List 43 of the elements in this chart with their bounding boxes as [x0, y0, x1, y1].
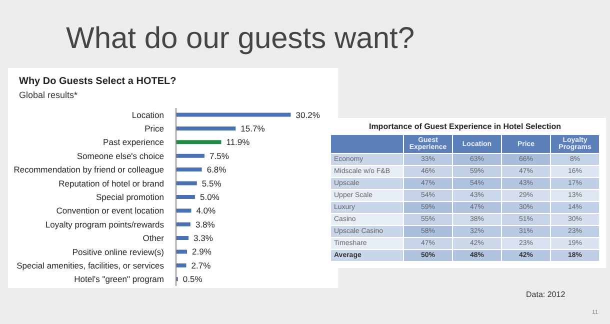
y-tick-label: Past experience [103, 137, 164, 148]
bar [176, 194, 196, 199]
y-tick-label: Location [132, 110, 164, 120]
data-label: 0.5% [182, 274, 203, 284]
bar [176, 112, 291, 117]
y-tick-label: Convention or event location [56, 206, 164, 216]
chart-title: Importance of Guest Experience in Hotel Selection [368, 122, 562, 131]
data-label: 11.9% [226, 137, 250, 148]
bar [176, 250, 188, 254]
text: Data: 2012 [526, 290, 566, 299]
chart-title: What do our guests want? [66, 22, 415, 56]
data-label: 3.8% [195, 219, 216, 230]
y-tick-label: Recommendation by friend or colleague [14, 164, 164, 175]
y-tick-label: Special amenities, facilities, or services [16, 260, 164, 270]
data-label: 15.7% [240, 124, 266, 134]
bar [176, 263, 186, 268]
data-label: 4.0% [196, 206, 216, 216]
y-tick-label: Price [144, 124, 164, 134]
data-label: 5.0% [200, 192, 220, 202]
y-tick-label: Other [142, 233, 164, 244]
bar [176, 222, 190, 226]
bar [176, 168, 202, 172]
bar [176, 140, 222, 144]
data-label: 2.9% [192, 246, 212, 257]
y-tick-label: Someone else's choice [76, 150, 164, 161]
data-label: 3.3% [194, 233, 214, 244]
data-label: 2.7% [191, 260, 212, 270]
y-tick-label: Hotel's "green" program [74, 274, 164, 284]
bar [176, 126, 236, 130]
y-tick-label: Loyalty program points/rewards [45, 219, 164, 230]
y-tick-label: Special promotion [96, 192, 164, 202]
bar [176, 208, 192, 213]
y-tick-label: Positive online review(s) [72, 246, 164, 257]
data-label: 6.8% [206, 164, 227, 175]
y-tick-label: Reputation of hotel or brand [58, 178, 164, 188]
bar [176, 236, 189, 240]
text: Global results* [19, 90, 78, 100]
data-label: 30.2% [296, 110, 320, 120]
bar [176, 154, 205, 158]
data-label: 5.5% [202, 178, 222, 188]
bar [176, 181, 197, 186]
data-label: 7.5% [210, 150, 230, 161]
chart-subtitle: Why Do Guests Select a HOTEL? [19, 76, 176, 87]
